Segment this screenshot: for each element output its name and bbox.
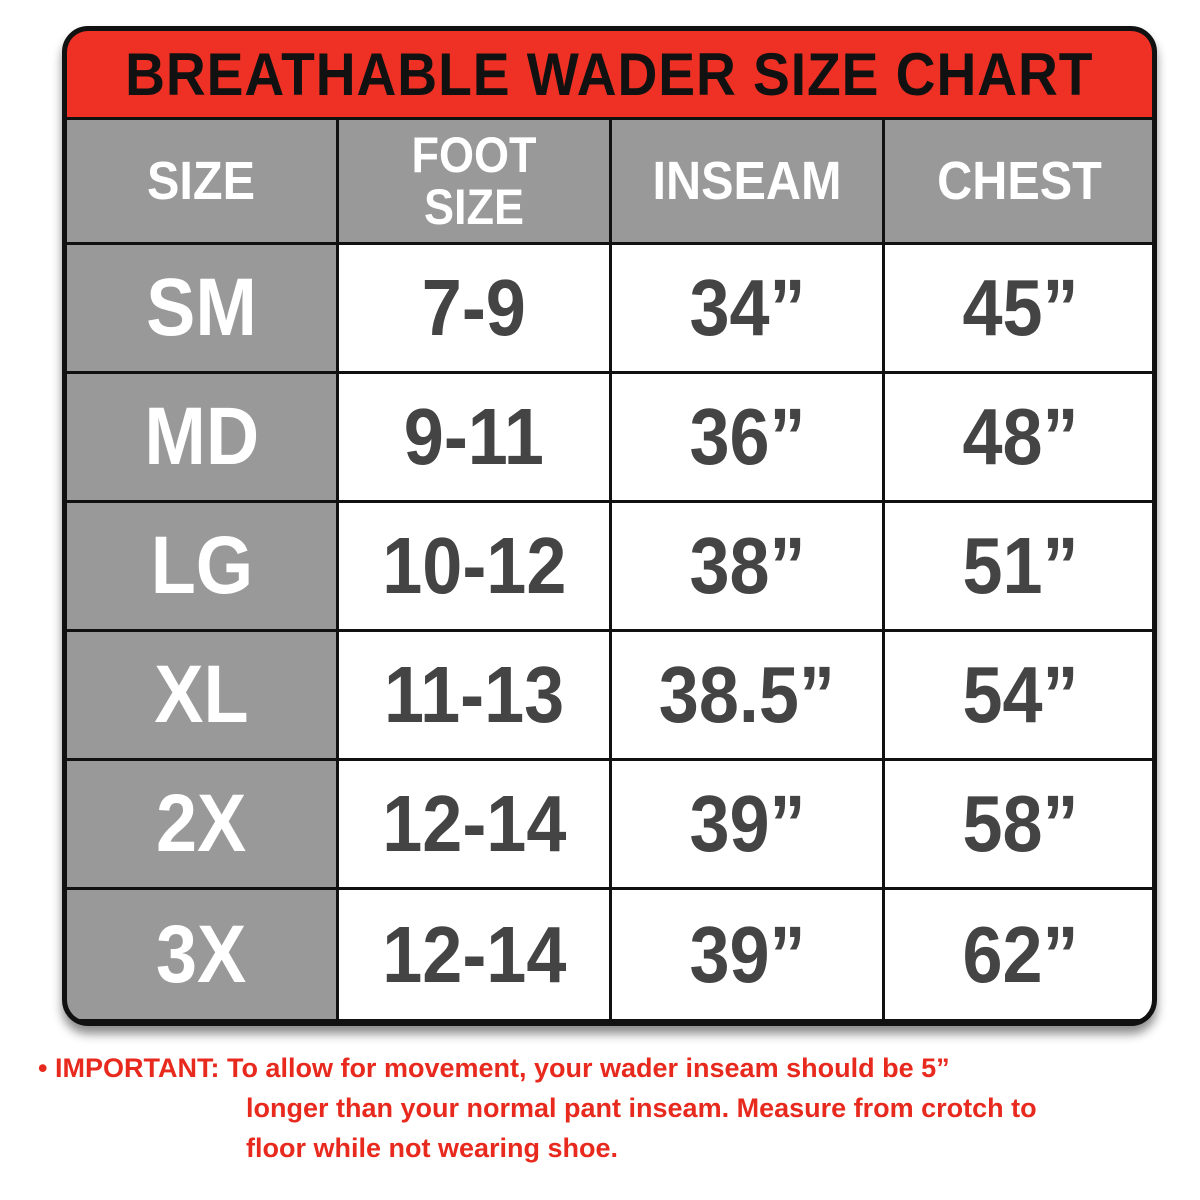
- value-cell: 36”: [612, 374, 882, 500]
- column-header-label: SIZE: [147, 151, 256, 211]
- column-header-label: INSEAM: [652, 151, 842, 211]
- cell-text: 45”: [961, 263, 1079, 352]
- value-cell: 38”: [612, 503, 882, 629]
- column-header: INSEAM: [612, 120, 882, 242]
- column-header-label: FOOT SIZE: [411, 127, 537, 235]
- value-cell: 51”: [885, 503, 1152, 629]
- cell-text: 34”: [688, 263, 806, 352]
- note-line-1: To allow for movement, your wader inseam…: [226, 1053, 950, 1083]
- column-header-label: CHEST: [937, 151, 1103, 211]
- value-cell: 12-14: [339, 761, 609, 887]
- size-cell: 3X: [67, 890, 336, 1019]
- note-line-3: floor while not wearing shoe.: [246, 1133, 619, 1163]
- value-cell: 34”: [612, 245, 882, 371]
- value-cell: 7-9: [339, 245, 609, 371]
- cell-text: 54”: [961, 650, 1079, 739]
- value-cell: 11-13: [339, 632, 609, 758]
- cell-text: 11-13: [383, 650, 565, 739]
- cell-text: 2X: [156, 778, 247, 869]
- value-cell: 62”: [885, 890, 1152, 1019]
- cell-text: 62”: [961, 909, 1079, 999]
- column-header: SIZE: [67, 120, 336, 242]
- cell-text: 51”: [961, 521, 1079, 610]
- note-line-2: longer than your normal pant inseam. Mea…: [246, 1093, 1037, 1123]
- cell-text: 10-12: [381, 521, 567, 610]
- cell-text: MD: [144, 391, 259, 482]
- cell-text: 58”: [961, 779, 1079, 868]
- cell-text: 48”: [961, 392, 1079, 481]
- cell-text: SM: [146, 262, 257, 353]
- cell-text: LG: [150, 520, 253, 611]
- cell-text: 7-9: [421, 263, 527, 352]
- value-cell: 48”: [885, 374, 1152, 500]
- size-table: SIZE FOOT SIZE INSEAM CHEST SM 7-9 34” 45” MD 9-1…: [67, 120, 1152, 1021]
- value-cell: 39”: [612, 761, 882, 887]
- cell-text: 3X: [156, 908, 247, 1000]
- cell-text: 9-11: [403, 392, 545, 481]
- cell-text: 36”: [688, 392, 806, 481]
- cell-text: 12-14: [381, 779, 567, 868]
- cell-text: XL: [154, 649, 249, 740]
- size-cell: MD: [67, 374, 336, 500]
- cell-text: 38”: [688, 521, 806, 610]
- cell-text: 38.5”: [658, 650, 836, 739]
- column-header: CHEST: [885, 120, 1152, 242]
- note-label: • IMPORTANT:: [38, 1053, 220, 1083]
- column-header: FOOT SIZE: [339, 120, 609, 242]
- size-cell: SM: [67, 245, 336, 371]
- value-cell: 58”: [885, 761, 1152, 887]
- size-cell: 2X: [67, 761, 336, 887]
- cell-text: 39”: [688, 779, 806, 868]
- value-cell: 9-11: [339, 374, 609, 500]
- chart-title-band: BREATHABLE WADER SIZE CHART: [67, 31, 1152, 117]
- cell-text: 12-14: [381, 909, 567, 999]
- important-note: • IMPORTANT: To allow for movement, your…: [38, 1048, 1037, 1168]
- value-cell: 38.5”: [612, 632, 882, 758]
- size-cell: LG: [67, 503, 336, 629]
- chart-title: BREATHABLE WADER SIZE CHART: [125, 40, 1094, 108]
- value-cell: 39”: [612, 890, 882, 1019]
- cell-text: 39”: [688, 909, 806, 999]
- value-cell: 54”: [885, 632, 1152, 758]
- size-chart-board: BREATHABLE WADER SIZE CHART SIZE FOOT SIZ…: [62, 26, 1157, 1026]
- value-cell: 45”: [885, 245, 1152, 371]
- size-cell: XL: [67, 632, 336, 758]
- value-cell: 10-12: [339, 503, 609, 629]
- value-cell: 12-14: [339, 890, 609, 1019]
